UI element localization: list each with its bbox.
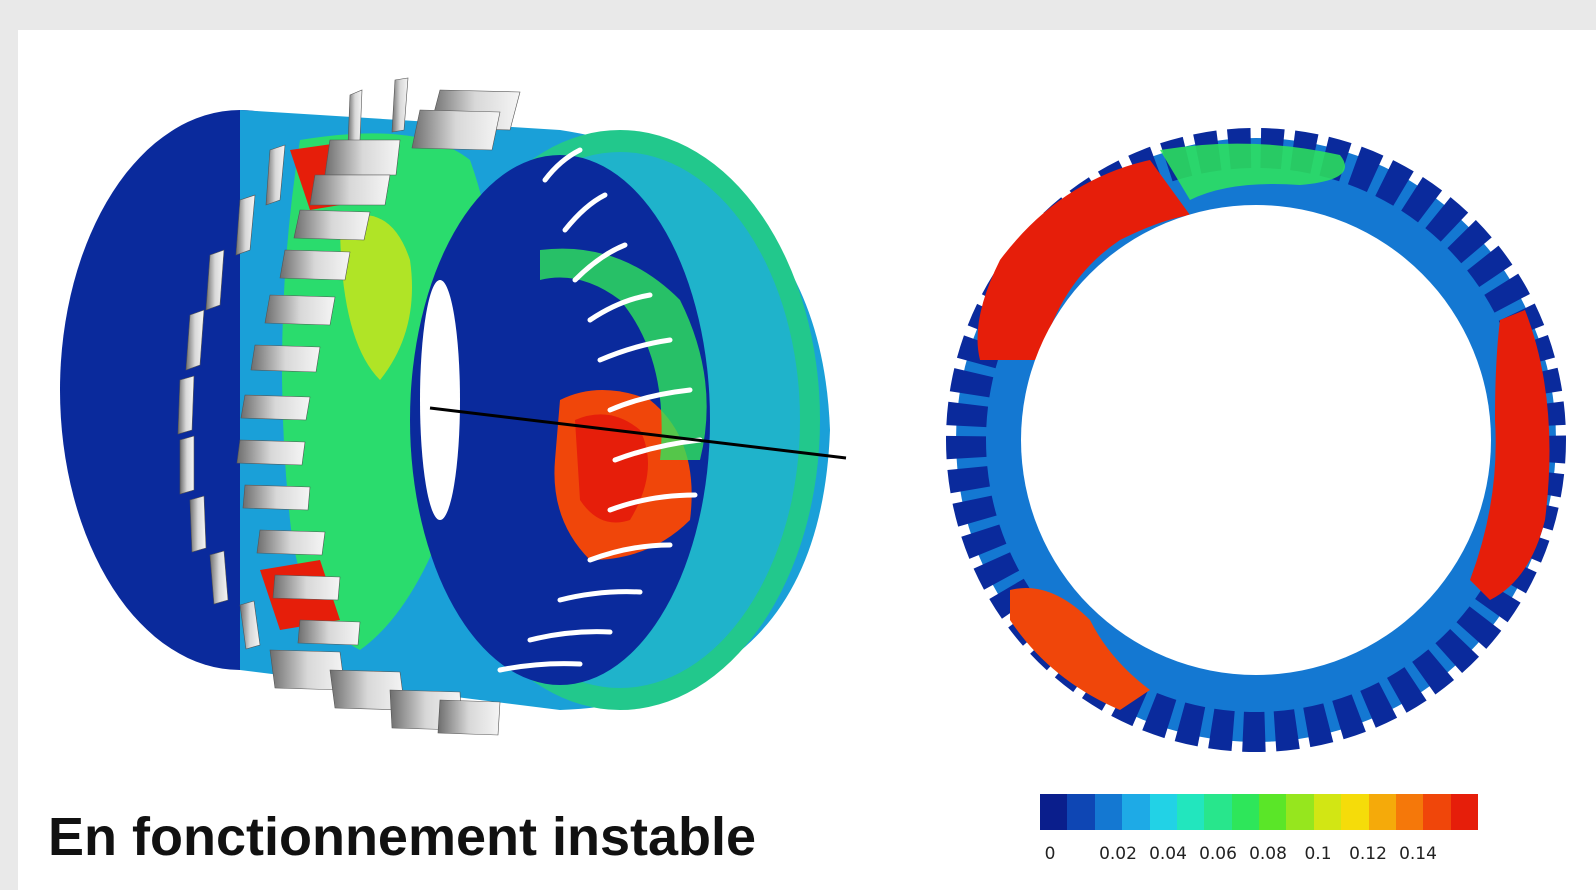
- drum-flow-yellow: [340, 215, 412, 380]
- axis-line: [429, 406, 847, 460]
- colorbar-swatch: [1341, 794, 1369, 830]
- blade: [185, 309, 205, 371]
- colorbar-swatch: [1176, 794, 1205, 830]
- blade: [324, 139, 401, 176]
- blade: [239, 600, 261, 650]
- stator-blade: [607, 492, 698, 513]
- blade: [179, 435, 195, 495]
- blade: [391, 77, 409, 133]
- front-face-hotspot-core: [575, 414, 648, 523]
- colorbar-tick-label: 0.02: [1099, 844, 1137, 864]
- colorbar-swatch: [1094, 794, 1123, 830]
- colorbar-tick-label: 0.04: [1149, 844, 1187, 864]
- blade: [235, 194, 256, 256]
- stator-blade: [497, 661, 583, 673]
- annulus-hot-top-left: [977, 160, 1190, 360]
- colorbar-ticks: 0 0.02 0.04 0.06 0.08 0.1 0.12 0.14: [1040, 844, 1480, 868]
- colorbar-swatch: [1259, 794, 1287, 830]
- stator-blade: [562, 192, 608, 233]
- annulus-hot-bottom-left: [1010, 588, 1150, 710]
- colorbar: [1040, 794, 1478, 830]
- stator-blade: [527, 629, 613, 643]
- blade: [250, 344, 321, 373]
- blade: [189, 495, 207, 553]
- blade: [437, 699, 501, 736]
- colorbar-tick-label: 0.12: [1349, 844, 1387, 864]
- stator-blade: [587, 292, 653, 323]
- blade: [347, 89, 363, 146]
- colorbar-swatch: [1395, 794, 1424, 830]
- colorbar-swatch: [1067, 794, 1095, 830]
- blade: [309, 174, 391, 206]
- drum-inner-hole: [420, 280, 460, 520]
- colorbar-tick-label: 0.1: [1304, 844, 1332, 864]
- colorbar-swatch: [1450, 794, 1478, 830]
- annulus-section: [946, 128, 1566, 752]
- rotor-drum-3d: [60, 77, 847, 736]
- rotor-blades: [177, 77, 521, 736]
- stator-blade: [607, 387, 693, 413]
- colorbar-tick-label: 0.14: [1399, 844, 1437, 864]
- annulus-inner-hole: [1021, 205, 1491, 675]
- colorbar-swatch: [1368, 794, 1396, 830]
- colorbar-tick-label: 0.08: [1249, 844, 1287, 864]
- colorbar-tick-label: 0.06: [1199, 844, 1237, 864]
- blade: [265, 144, 286, 206]
- blade: [177, 375, 195, 435]
- blade: [209, 550, 229, 605]
- annulus-green-band: [1160, 143, 1345, 200]
- stator-blade: [542, 147, 583, 183]
- stator-blade: [587, 542, 673, 563]
- colorbar-tick-label: 0: [1044, 844, 1056, 864]
- blade: [411, 109, 501, 151]
- colorbar-swatch: [1231, 794, 1259, 830]
- blade: [264, 294, 336, 326]
- stator-blade: [572, 242, 628, 283]
- colorbar-swatch: [1040, 794, 1068, 830]
- blade: [236, 439, 306, 466]
- colorbar-swatch: [1286, 794, 1314, 830]
- colorbar-swatch: [1313, 794, 1342, 830]
- blade: [297, 619, 361, 646]
- stator-blades: [497, 147, 703, 673]
- colorbar-swatch: [1122, 794, 1150, 830]
- colorbar-swatch: [1149, 794, 1177, 830]
- blade: [242, 484, 311, 511]
- colorbar-swatch: [1423, 794, 1451, 830]
- blade: [256, 529, 326, 556]
- blade: [240, 394, 311, 421]
- colorbar-swatch: [1204, 794, 1232, 830]
- annulus-hot-right: [1470, 310, 1550, 600]
- blade: [279, 249, 351, 281]
- front-face-green-rim: [540, 248, 707, 460]
- stator-blade: [557, 589, 643, 603]
- blade: [205, 249, 225, 311]
- blade: [272, 574, 341, 601]
- stator-blade: [612, 437, 703, 463]
- slide-caption: En fonctionnement instable: [48, 807, 757, 867]
- stator-blade: [597, 337, 673, 363]
- blade: [293, 209, 371, 241]
